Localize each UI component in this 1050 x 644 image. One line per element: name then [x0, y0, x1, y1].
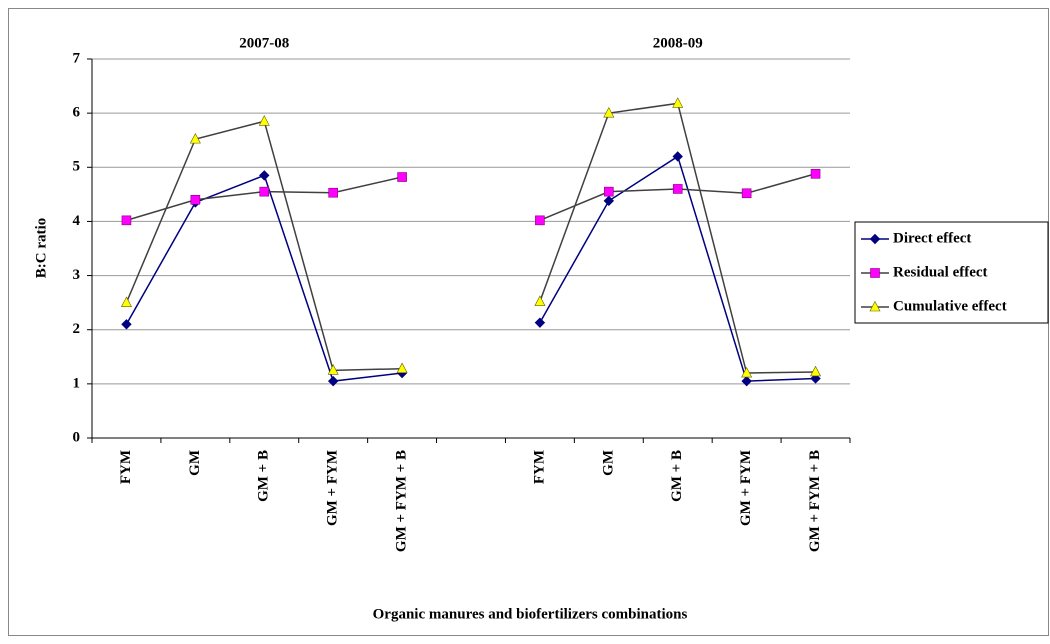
marker [259, 170, 270, 181]
x-tick-label: GM + FYM + B [807, 450, 823, 552]
y-tick-label: 3 [73, 267, 81, 283]
marker [741, 188, 752, 199]
y-tick-label: 6 [73, 105, 81, 121]
marker [741, 366, 753, 378]
x-tick-label: FYM [118, 450, 134, 484]
y-tick-label: 5 [73, 159, 81, 175]
y-axis-label: B:C ratio [33, 218, 49, 278]
x-tick-label: GM + B [669, 450, 685, 502]
y-tick-label: 4 [73, 213, 81, 229]
marker [603, 106, 615, 118]
marker [810, 168, 821, 179]
marker [604, 186, 614, 197]
x-tick-label: GM + FYM [325, 450, 341, 526]
y-tick-label: 2 [73, 321, 81, 337]
x-tick-label: GM [600, 450, 616, 476]
x-tick-label: FYM [531, 450, 547, 484]
marker [121, 319, 132, 330]
marker [258, 115, 270, 126]
annotation: 2008-09 [653, 35, 703, 51]
marker [327, 375, 339, 387]
x-tick-label: GM + FYM + B [394, 450, 410, 552]
legend-marker [870, 268, 880, 278]
marker [397, 172, 407, 182]
annotation: 2007-08 [239, 35, 289, 51]
y-tick-label: 7 [73, 50, 81, 66]
legend-marker [869, 300, 881, 312]
marker [396, 362, 408, 373]
marker [328, 187, 338, 198]
marker [672, 151, 683, 162]
legend-label: Residual effect [893, 264, 988, 280]
marker [810, 365, 822, 377]
y-tick-label: 0 [73, 429, 81, 445]
marker [534, 295, 546, 306]
x-tick-label: GM + B [256, 450, 272, 502]
x-tick-label: GM + FYM [738, 450, 754, 526]
legend-label: Direct effect [893, 230, 971, 246]
legend-marker [869, 233, 881, 245]
marker [189, 132, 201, 144]
marker [603, 195, 615, 207]
marker [535, 215, 545, 226]
marker [190, 194, 201, 205]
marker [534, 317, 546, 328]
marker [741, 375, 752, 387]
marker [120, 296, 132, 307]
marker [672, 97, 684, 108]
legend-label: Cumulative effect [893, 298, 1007, 314]
marker [327, 364, 339, 375]
marker [259, 186, 270, 197]
x-axis-label: Organic manures and biofertilizers combi… [373, 606, 688, 622]
x-tick-label: GM [187, 450, 203, 476]
marker [121, 215, 132, 226]
marker [672, 184, 683, 194]
y-tick-label: 1 [73, 375, 81, 391]
